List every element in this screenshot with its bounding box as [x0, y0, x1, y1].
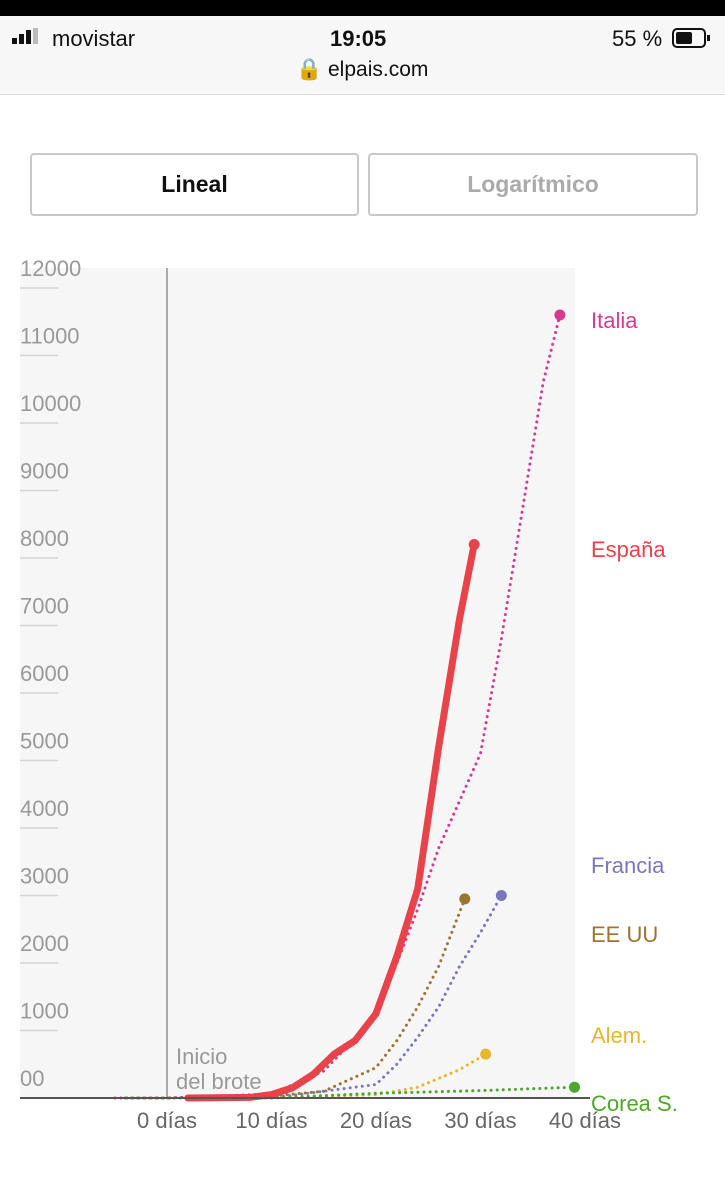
y-tick-label: 1000: [20, 998, 69, 1023]
tab-log[interactable]: Logarítmico: [368, 153, 698, 216]
y-tick-label: 10000: [20, 391, 81, 416]
carrier: movistar: [52, 26, 136, 51]
end-marker: [569, 1081, 580, 1093]
y-tick-label: 8000: [20, 526, 69, 551]
y-tick-label: 4000: [20, 796, 69, 821]
series-label: Alem.: [591, 1023, 647, 1048]
url[interactable]: 🔒 elpais.com: [296, 58, 429, 81]
series-label: Corea S.: [591, 1091, 678, 1116]
y-tick-label: 2000: [20, 931, 69, 956]
x-tick-label: 30 días: [444, 1108, 516, 1133]
battery-icon: [672, 28, 710, 48]
x-tick-label: 20 días: [340, 1108, 412, 1133]
signal-icon: [12, 28, 38, 44]
end-marker: [459, 893, 471, 905]
plot-background: [20, 268, 575, 1098]
y-tick-label: 12000: [20, 256, 81, 281]
series-line: [269, 894, 503, 1100]
y-tick-label: 9000: [20, 458, 69, 483]
x-tick-label: 40 días: [549, 1108, 621, 1133]
end-marker: [554, 309, 566, 321]
status-bar: movistar 19:05 55 % 🔒 elpais.com: [0, 16, 725, 95]
url-text[interactable]: elpais.com: [327, 58, 429, 81]
y-tick-label: 3000: [20, 863, 69, 888]
y-tick-label: 00: [20, 1066, 44, 1091]
y-tick-label: 7000: [20, 593, 69, 618]
battery: 55 %: [612, 26, 663, 51]
series-line: [249, 897, 467, 1100]
series-line: [184, 541, 478, 1102]
end-marker: [480, 1048, 492, 1060]
end-marker: [495, 890, 507, 901]
series-line: [269, 1052, 488, 1100]
x-tick-label: 10 días: [235, 1108, 307, 1133]
y-tick-label: 5000: [20, 728, 69, 753]
series-label: Italia: [591, 308, 638, 333]
annotation: Inicio: [176, 1044, 227, 1069]
y-tick-label: 11000: [20, 323, 80, 348]
x-tick-label: 0 días: [137, 1108, 197, 1133]
series-label: Francia: [591, 853, 665, 878]
y-tick-label: 6000: [20, 661, 69, 686]
series-label: España: [591, 537, 666, 562]
clock: 19:05: [330, 26, 387, 51]
series-label: EE UU: [591, 922, 658, 947]
tab-linear[interactable]: Lineal: [30, 153, 359, 216]
end-marker: [468, 539, 480, 550]
top-edge: [0, 0, 725, 16]
annotation: del brote: [176, 1069, 262, 1094]
